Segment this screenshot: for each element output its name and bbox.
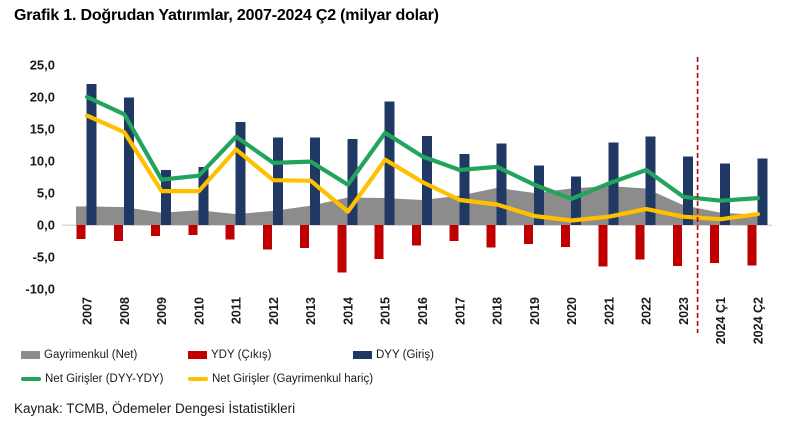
dyy-bar-2022 (645, 136, 656, 225)
ydy-bar-2019 (523, 225, 533, 245)
ydy-bar-2009 (151, 225, 161, 236)
ydy-bar-2024 Ç1 (710, 225, 720, 263)
dyy-bar-2024 Ç2 (757, 158, 768, 225)
x-axis-label-2021: 2021 (602, 297, 616, 325)
x-axis-label-2014: 2014 (341, 297, 355, 325)
x-axis-label-2016: 2016 (416, 297, 430, 325)
legend-item-net-girisler-haric: Net Girişler (Gayrimenkul hariç) (188, 373, 373, 385)
y-axis-label: 5,0 (37, 186, 55, 201)
ydy-bar-2020 (561, 225, 571, 247)
legend-label: Gayrimenkul (Net) (44, 349, 138, 361)
y-axis-label: 20,0 (30, 90, 55, 105)
y-axis-label: 0,0 (37, 218, 55, 233)
dyy-bar-2014 (347, 139, 358, 225)
y-axis-label: -10,0 (25, 282, 55, 297)
dyy-bar-2007 (86, 84, 97, 225)
ydy-bar-2017 (449, 225, 459, 241)
dyy-bar-2013 (310, 137, 321, 225)
source-note: Kaynak: TCMB, Ödemeler Dengesi İstatisti… (14, 401, 296, 416)
x-axis-label-2024 Ç1: 2024 Ç1 (714, 297, 728, 344)
x-axis-label-2019: 2019 (528, 297, 542, 325)
x-axis-label-2009: 2009 (155, 297, 169, 325)
y-axis-label: -5,0 (33, 250, 55, 265)
ydy-bar-2011 (225, 225, 235, 240)
dyy-bar-2016 (422, 136, 432, 225)
net-girisler-swatch (21, 377, 41, 381)
ydy-bar-2024 Ç2 (747, 225, 757, 266)
legend-item-ydy: YDY (Çıkış) (188, 349, 272, 361)
y-axis-label: 10,0 (30, 154, 55, 169)
y-axis-label: 15,0 (30, 122, 55, 137)
x-axis-label-2008: 2008 (118, 297, 132, 325)
ydy-bar-2007 (76, 225, 86, 240)
x-axis-label-2013: 2013 (304, 297, 318, 325)
legend-item-gayrimenkul: Gayrimenkul (Net) (21, 349, 137, 361)
x-axis-label-2010: 2010 (192, 297, 206, 325)
dyy-bar-2024 Ç1 (720, 163, 731, 225)
ydy-bar-2013 (300, 225, 310, 248)
net-girisler-haric-swatch (188, 377, 208, 381)
ydy-swatch (188, 351, 207, 359)
ydy-bar-2018 (486, 225, 496, 248)
ydy-bar-2008 (113, 225, 123, 241)
x-axis-label-2022: 2022 (640, 297, 654, 325)
x-axis-label-2018: 2018 (491, 297, 505, 325)
ydy-bar-2014 (337, 225, 347, 273)
x-axis-label-2020: 2020 (565, 297, 579, 325)
net-girisler-line (84, 94, 761, 203)
net-girisler-gayrimenkul-haric-line (84, 113, 761, 223)
legend-item-dyy: DYY (Giriş) (353, 349, 434, 361)
dyy-bar-2008 (123, 97, 134, 225)
ydy-bar-2023 (672, 225, 682, 266)
ydy-bar-2022 (635, 225, 645, 260)
x-axis-label-2012: 2012 (267, 297, 281, 325)
dyy-bar-2009 (161, 170, 172, 225)
gayrimenkul-swatch (21, 351, 40, 359)
dyy-swatch (353, 351, 372, 359)
chart-title: Grafik 1. Doğrudan Yatırımlar, 2007-2024… (14, 7, 439, 24)
ydy-bar-2021 (598, 225, 608, 267)
ydy-bar-2012 (262, 225, 272, 250)
dyy-bar-2017 (459, 154, 470, 225)
ydy-bar-2010 (188, 225, 198, 236)
legend-label: Net Girişler (Gayrimenkul hariç) (212, 373, 374, 385)
legend-label: YDY (Çıkış) (211, 349, 272, 361)
legend-label: Net Girişler (DYY-YDY) (45, 373, 164, 385)
x-axis-label-2015: 2015 (379, 297, 393, 325)
legend-item-net-girisler: Net Girişler (DYY-YDY) (21, 373, 163, 385)
x-axis-label-2011: 2011 (230, 297, 244, 324)
x-axis-label-2007: 2007 (81, 297, 95, 325)
x-axis-label-2023: 2023 (677, 297, 691, 325)
gayrimenkul-area (76, 186, 766, 225)
dyy-bar-2018 (496, 143, 507, 225)
ydy-bar-2016 (412, 225, 421, 246)
y-axis-label: 25,0 (30, 58, 55, 73)
dyy-bar-2023 (682, 156, 693, 225)
dyy-bar-2020 (571, 176, 582, 225)
dyy-bar-2019 (533, 165, 544, 225)
dyy-bar-2011 (235, 122, 246, 225)
ydy-bar-2015 (374, 225, 384, 259)
dyy-bar-2010 (198, 166, 209, 225)
legend-label: DYY (Giriş) (376, 349, 434, 361)
x-axis-label-2024 Ç2: 2024 Ç2 (752, 297, 766, 344)
x-axis-label-2017: 2017 (453, 297, 467, 325)
